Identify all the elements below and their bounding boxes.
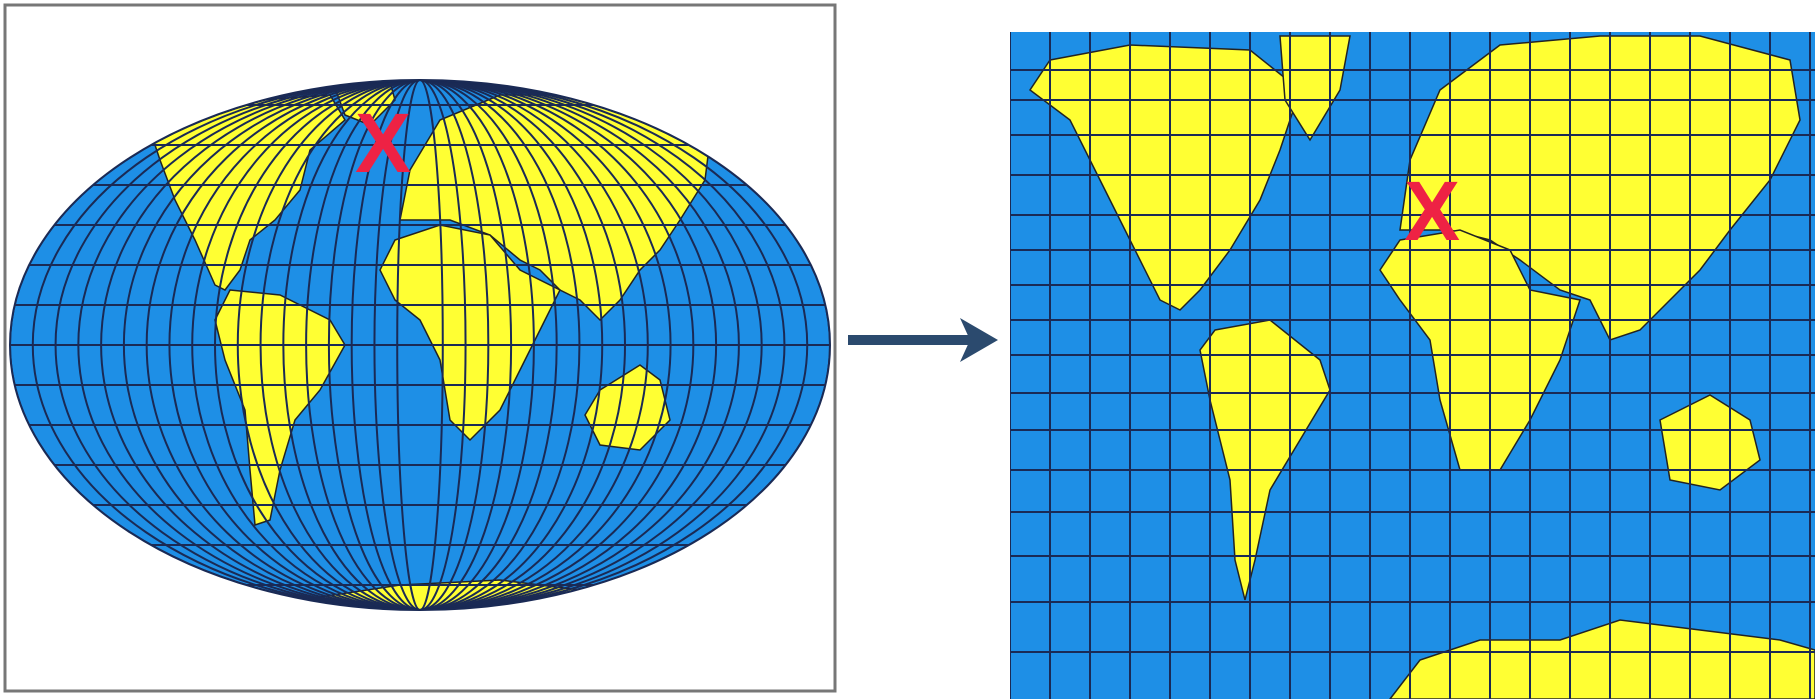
arrow-head [960,318,998,362]
africa [379,224,562,442]
left-map: X [3,3,837,693]
arrow [848,318,998,362]
right-map: X [1010,32,1815,699]
south-america [214,289,346,527]
location-marker: X [355,96,411,190]
globe-outline [9,79,831,611]
location-marker: X [1404,164,1460,258]
australia [1659,394,1761,491]
greenland [1279,35,1351,142]
right-graticule [1010,32,1815,699]
